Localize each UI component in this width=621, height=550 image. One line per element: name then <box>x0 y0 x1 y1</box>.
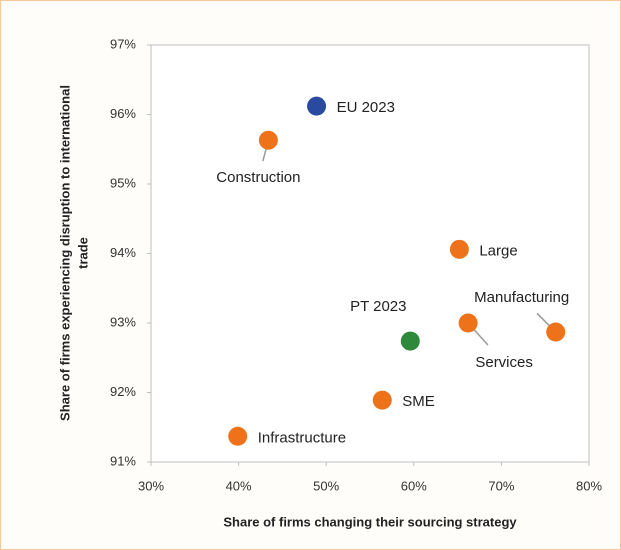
point-label: Large <box>479 242 517 259</box>
x-tick-label: 60% <box>401 478 427 493</box>
y-axis-label: trade <box>75 237 90 269</box>
x-tick-label: 30% <box>138 478 164 493</box>
point-label: Manufacturing <box>474 289 569 306</box>
y-tick-label: 92% <box>110 384 136 399</box>
point <box>372 390 392 410</box>
x-tick-label: 50% <box>313 478 339 493</box>
point-label: PT 2023 <box>350 298 406 315</box>
y-axis-label: Share of firms experiencing disruption t… <box>57 85 72 421</box>
point <box>228 426 248 446</box>
y-tick-label: 94% <box>110 245 136 260</box>
y-tick-label: 97% <box>110 36 136 51</box>
point-label: SME <box>402 393 435 410</box>
point-label: EU 2023 <box>337 99 395 116</box>
y-tick-label: 91% <box>110 453 136 468</box>
point-label: Construction <box>216 169 300 186</box>
x-tick-label: 80% <box>576 478 602 493</box>
x-tick-label: 40% <box>226 478 252 493</box>
y-tick-label: 93% <box>110 314 136 329</box>
x-axis-label: Share of firms changing their sourcing s… <box>223 514 517 529</box>
point <box>546 322 566 342</box>
plot-area <box>150 44 590 463</box>
point <box>258 130 278 150</box>
point <box>458 313 478 333</box>
y-tick-label: 96% <box>110 106 136 121</box>
point-label: Infrastructure <box>258 429 346 446</box>
point <box>307 96 327 116</box>
point-label: Services <box>475 354 533 371</box>
point <box>400 331 420 351</box>
point <box>449 239 469 259</box>
x-tick-label: 70% <box>488 478 514 493</box>
y-tick-label: 95% <box>110 175 136 190</box>
